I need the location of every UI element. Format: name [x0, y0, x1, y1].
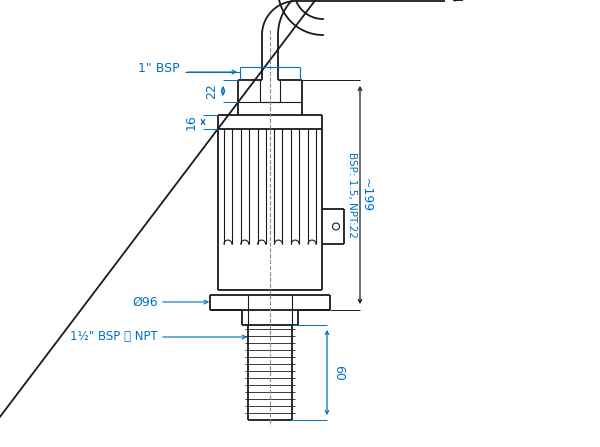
Text: Ø96: Ø96 — [133, 295, 158, 308]
Text: ~199: ~199 — [359, 178, 373, 212]
Text: 1" BSP: 1" BSP — [139, 63, 180, 76]
Text: 1½" BSP 或 NPT: 1½" BSP 或 NPT — [70, 330, 158, 343]
Text: 16: 16 — [185, 114, 198, 130]
Text: 60: 60 — [332, 365, 345, 380]
Text: 22: 22 — [205, 83, 218, 99]
Text: BSP: 1.5, NPT:22: BSP: 1.5, NPT:22 — [347, 152, 357, 238]
